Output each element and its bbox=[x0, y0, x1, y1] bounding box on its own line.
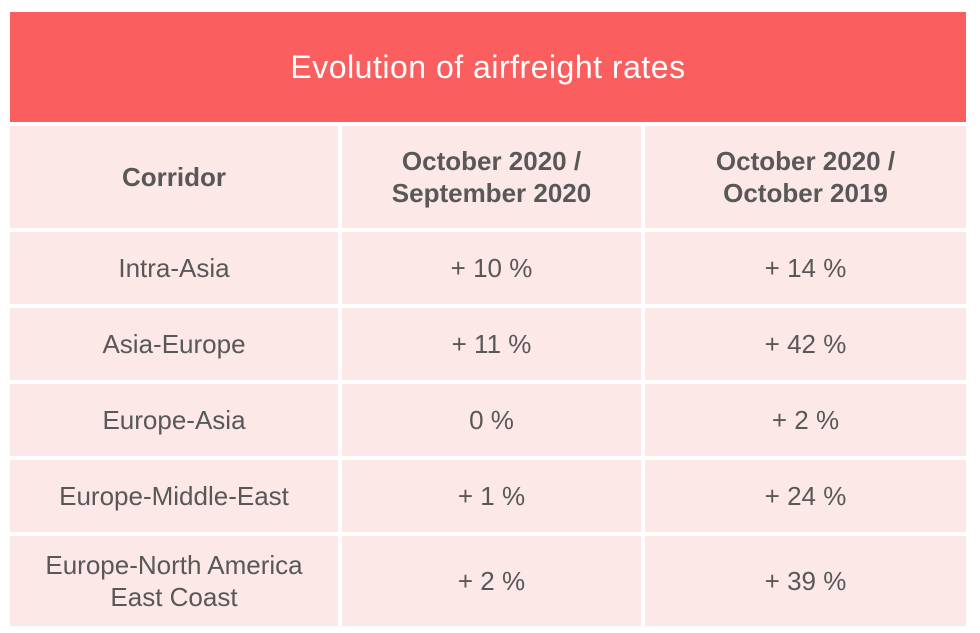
header-label: Corridor bbox=[122, 161, 226, 192]
header-label: October 2020 / bbox=[401, 145, 582, 176]
table-title-bar: Evolution of airfreight rates bbox=[10, 12, 966, 122]
cell-corridor-intra-asia: Intra-Asia bbox=[10, 232, 338, 304]
header-cell-corridor: Corridor bbox=[10, 126, 338, 228]
cell-yoy-asia-europe: + 42 % bbox=[645, 308, 966, 380]
cell-corridor-europe-middle-east: Europe-Middle-East bbox=[10, 460, 338, 532]
cell-yoy-europe-middle-east: + 24 % bbox=[645, 460, 966, 532]
cell-mom-europe-north-america-east-coast: + 2 % bbox=[342, 536, 641, 626]
header-label: October 2020 / bbox=[715, 145, 896, 176]
page-title: Evolution of airfreight rates bbox=[290, 48, 686, 85]
cell-mom-europe-asia: 0 % bbox=[342, 384, 641, 456]
header-cell-oct2020-sep2020: October 2020 / September 2020 bbox=[342, 126, 641, 228]
header-label-line2: October 2019 bbox=[723, 178, 888, 208]
airfreight-rates-table: Evolution of airfreight rates Corridor O… bbox=[10, 12, 966, 626]
cell-yoy-europe-north-america-east-coast: + 39 % bbox=[645, 536, 966, 626]
cell-yoy-intra-asia: + 14 % bbox=[645, 232, 966, 304]
cell-mom-intra-asia: + 10 % bbox=[342, 232, 641, 304]
header-cell-oct2020-oct2019: October 2020 / October 2019 bbox=[645, 126, 966, 228]
cell-mom-europe-middle-east: + 1 % bbox=[342, 460, 641, 532]
cell-corridor-asia-europe: Asia-Europe bbox=[10, 308, 338, 380]
header-label-line2: September 2020 bbox=[391, 178, 592, 208]
cell-yoy-europe-asia: + 2 % bbox=[645, 384, 966, 456]
cell-corridor-europe-north-america-east-coast: Europe-North America East Coast bbox=[10, 536, 338, 626]
cell-corridor-europe-asia: Europe-Asia bbox=[10, 384, 338, 456]
cell-mom-asia-europe: + 11 % bbox=[342, 308, 641, 380]
table-grid: Corridor October 2020 / September 2020 O… bbox=[10, 126, 966, 626]
